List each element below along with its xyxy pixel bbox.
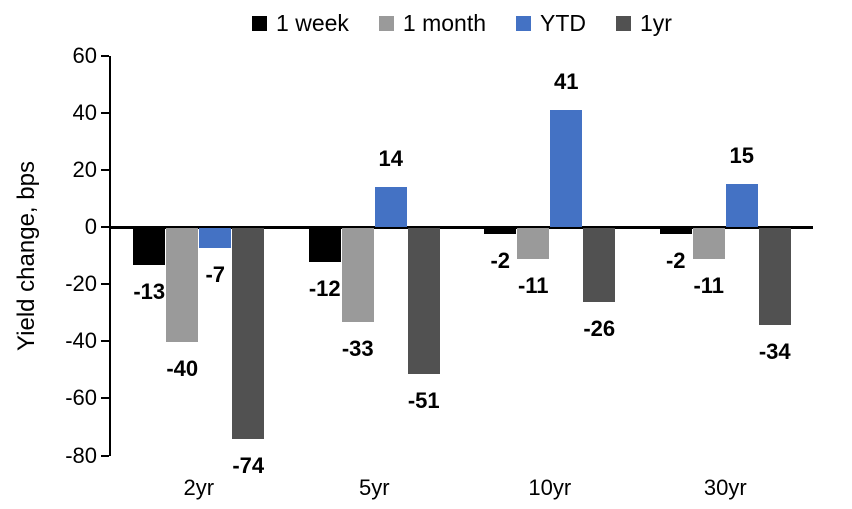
- bar-5yr-1-month: [341, 228, 374, 323]
- bar-label-30yr-ytd: 15: [729, 143, 754, 169]
- legend-swatch-ytd: [516, 15, 532, 31]
- y-tick-mark: [101, 397, 109, 400]
- y-tick-label: 60: [72, 42, 97, 68]
- bar-label-5yr-ytd: 14: [378, 146, 403, 171]
- bar-label-10yr-1-week: -2: [490, 247, 511, 273]
- bar-10yr-1-week: [484, 228, 517, 234]
- bar-label-2yr-ytd: -7: [205, 262, 226, 287]
- y-tick-mark: [101, 168, 109, 171]
- x-category-label-2yr: 2yr: [183, 475, 215, 500]
- y-axis-line: [109, 56, 111, 456]
- x-category-label-10yr: 10yr: [528, 475, 572, 500]
- bar-label-5yr-1-week: -12: [308, 276, 341, 302]
- bar-30yr-1-week: [659, 228, 692, 234]
- legend-label: 1yr: [640, 9, 672, 36]
- y-tick-label: -80: [65, 442, 97, 468]
- y-tick-label: -20: [65, 271, 97, 297]
- y-tick-mark: [101, 283, 109, 286]
- bar-label-30yr-1-month: -11: [693, 273, 725, 299]
- legend-label: 1 month: [402, 9, 487, 36]
- legend-label: 1 week: [276, 9, 349, 36]
- bar-2yr-1yr: [232, 228, 265, 440]
- legend-item-1-month: 1 month: [378, 9, 487, 36]
- chart-legend: 1 week 1 month YTD 1yr: [111, 6, 813, 40]
- y-tick-label: -40: [65, 328, 97, 354]
- bar-2yr-1-week: [133, 228, 166, 266]
- legend-item-ytd: YTD: [516, 9, 587, 36]
- bar-label-2yr-1-week: -13: [133, 279, 166, 305]
- legend-label: YTD: [540, 9, 587, 36]
- legend-swatch-1-month: [378, 15, 394, 31]
- bar-label-2yr-1-month: -40: [166, 356, 199, 382]
- bar-30yr-1-month: [692, 228, 725, 260]
- bar-5yr-1yr: [407, 228, 440, 374]
- y-tick-mark: [101, 226, 109, 228]
- bar-2yr-ytd: [199, 228, 232, 248]
- x-category-label-5yr: 5yr: [358, 475, 390, 500]
- x-axis-zero-line: [109, 226, 813, 229]
- bar-label-10yr-ytd: 41: [554, 68, 579, 94]
- y-tick-mark: [101, 54, 109, 57]
- legend-swatch-1-week: [252, 15, 268, 31]
- bar-label-10yr-1-month: -11: [517, 273, 549, 299]
- bar-5yr-ytd: [374, 187, 407, 227]
- y-tick-label: 0: [84, 214, 97, 239]
- legend-item-1yr: 1yr: [616, 9, 672, 36]
- bar-label-30yr-1-week: -2: [665, 247, 686, 273]
- bar-label-10yr-1yr: -26: [583, 316, 616, 342]
- bar-10yr-1yr: [583, 228, 616, 303]
- legend-swatch-1yr: [616, 15, 632, 31]
- legend-item-1-week: 1 week: [252, 9, 349, 36]
- bar-30yr-ytd: [725, 184, 758, 227]
- y-axis-title: Yield change, bps: [13, 161, 40, 351]
- x-category-label-30yr: 30yr: [703, 475, 747, 500]
- y-tick-label: 20: [72, 156, 97, 182]
- y-tick-mark: [101, 454, 109, 457]
- y-tick-label: -60: [65, 385, 97, 411]
- bar-label-2yr-1yr: -74: [232, 453, 265, 479]
- bar-label-5yr-1-month: -33: [341, 336, 374, 362]
- bar-10yr-ytd: [550, 109, 583, 227]
- y-tick-label: 40: [72, 99, 97, 125]
- bar-30yr-1yr: [758, 228, 791, 326]
- bar-label-30yr-1yr: -34: [758, 339, 791, 365]
- bar-label-5yr-1yr: -51: [407, 387, 440, 413]
- bar-5yr-1-week: [308, 228, 341, 263]
- bar-2yr-1-month: [166, 228, 199, 343]
- y-tick-mark: [101, 111, 109, 114]
- y-tick-mark: [101, 340, 109, 343]
- bar-10yr-1-month: [517, 228, 550, 260]
